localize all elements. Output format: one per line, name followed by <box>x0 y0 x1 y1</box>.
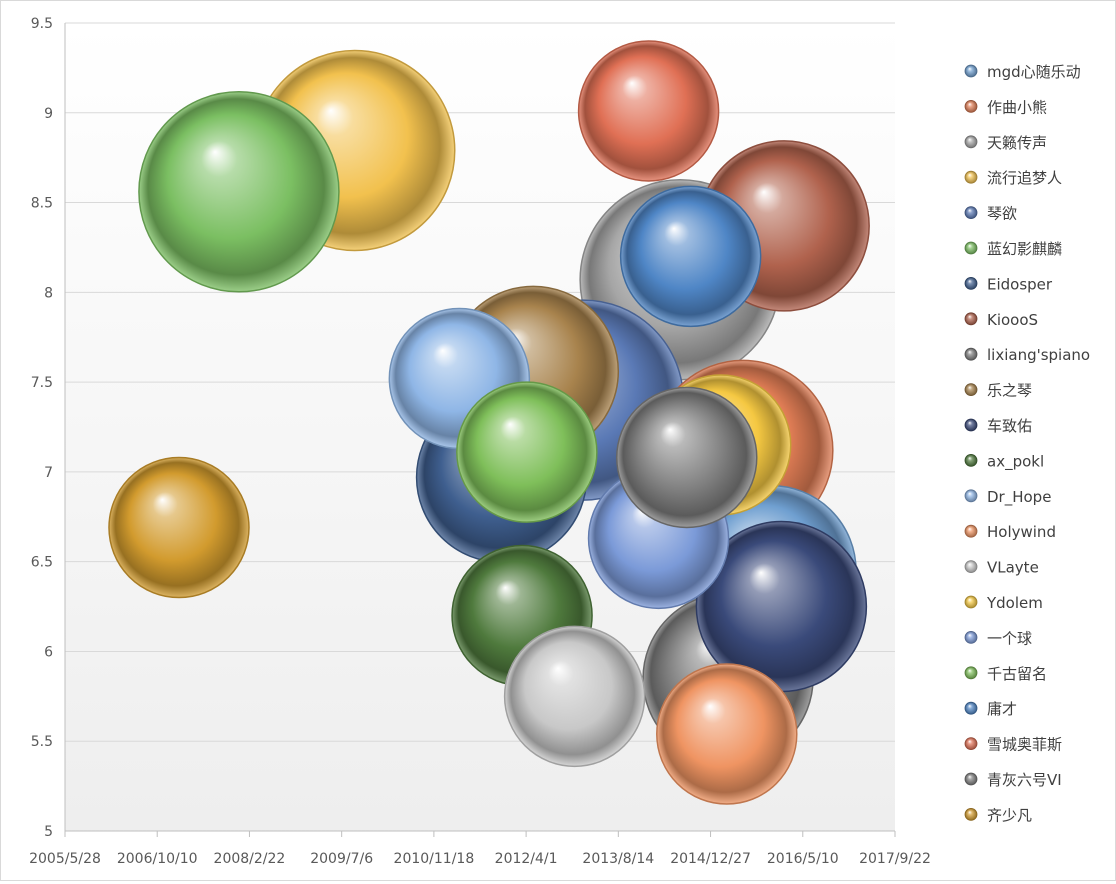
legend-marker <box>964 772 978 786</box>
x-tick-label: 2017/9/22 <box>859 851 931 867</box>
legend-marker <box>964 241 978 255</box>
y-tick-label: 6 <box>44 644 53 660</box>
legend-label: mgd心随乐动 <box>987 63 1081 81</box>
legend-label: Holywind <box>987 523 1056 541</box>
x-tick-label: 2013/8/14 <box>582 851 654 867</box>
legend-marker <box>964 595 978 609</box>
legend-marker <box>964 206 978 220</box>
y-tick-label: 7.5 <box>31 375 53 391</box>
legend-label: 雪城奥菲斯 <box>987 736 1062 754</box>
legend-marker <box>964 631 978 644</box>
legend-label: 庸才 <box>987 700 1017 718</box>
legend-label: 天籁传声 <box>987 134 1047 152</box>
legend-label: 一个球 <box>987 629 1032 647</box>
legend-label: Eidosper <box>987 275 1053 293</box>
legend-marker <box>964 135 978 149</box>
legend-label: lixiang'spiano <box>987 346 1090 364</box>
y-tick-label: 8 <box>44 285 53 301</box>
legend-label: 乐之琴 <box>987 382 1032 400</box>
bubble-point[interactable] <box>577 40 720 182</box>
bubble-point[interactable] <box>138 91 340 293</box>
bubble-point[interactable] <box>456 381 598 523</box>
x-tick-label: 2012/4/1 <box>495 851 558 867</box>
bubble-point[interactable] <box>619 185 762 328</box>
legend-marker <box>964 64 978 78</box>
axes: 5 5.5 6 6.5 7 7.5 8 8.5 9 9.5 2005/5/28 2006/10/10 2… <box>29 16 931 867</box>
legend-label: VLayte <box>987 559 1039 577</box>
y-tick-label: 9.5 <box>31 16 53 32</box>
x-tick-label: 2014/12/27 <box>670 851 751 867</box>
x-tick-label: 2006/10/10 <box>117 851 198 867</box>
legend-label: 齐少凡 <box>987 806 1032 824</box>
legend-marker <box>964 170 978 184</box>
legend-marker <box>964 383 978 397</box>
legend-marker <box>964 560 978 573</box>
legend-marker <box>964 453 978 467</box>
legend-label: 流行追梦人 <box>987 169 1062 187</box>
legend-label: 蓝幻影麒麟 <box>987 240 1062 258</box>
legend-marker <box>964 808 978 821</box>
y-tick-label: 9 <box>44 106 53 122</box>
x-tick-label: 2005/5/28 <box>29 851 101 867</box>
x-tick-label: 2016/5/10 <box>767 851 839 867</box>
y-tick-label: 5 <box>44 824 53 840</box>
legend-label: ax_pokl <box>987 452 1044 471</box>
legend-label: 千古留名 <box>987 665 1047 683</box>
legend-marker <box>964 701 978 715</box>
legend-marker <box>964 666 978 680</box>
bubble-point[interactable] <box>616 386 758 529</box>
bubbles <box>108 40 870 805</box>
y-tick-label: 5.5 <box>31 734 53 750</box>
bubble-point[interactable] <box>108 456 250 599</box>
bubble-point[interactable] <box>503 625 646 768</box>
legend-label: 车致佑 <box>987 417 1032 435</box>
x-tick-label: 2010/11/18 <box>394 851 475 867</box>
legend-label: 作曲小熊 <box>987 98 1047 116</box>
legend-label: 琴欲 <box>987 205 1017 223</box>
legend-marker <box>964 276 978 290</box>
legend-label: Ydolem <box>986 594 1043 612</box>
legend-marker <box>964 737 978 750</box>
y-tick-label: 7 <box>44 465 53 481</box>
legend-marker <box>964 524 978 538</box>
legend-marker <box>964 347 978 361</box>
legend-marker <box>964 489 978 503</box>
y-tick-label: 6.5 <box>31 555 53 571</box>
legend-marker <box>964 312 978 326</box>
x-tick-label: 2009/7/6 <box>310 851 373 867</box>
y-tick-label: 8.5 <box>31 196 53 212</box>
x-tick-label: 2008/2/22 <box>214 851 286 867</box>
legend-marker <box>964 418 978 432</box>
legend-label: Dr_Hope <box>987 488 1051 507</box>
legend-label: 青灰六号VI <box>987 771 1062 789</box>
legend-label: KioooS <box>987 311 1038 329</box>
legend-marker <box>964 100 978 113</box>
bubble-point[interactable] <box>656 663 798 805</box>
